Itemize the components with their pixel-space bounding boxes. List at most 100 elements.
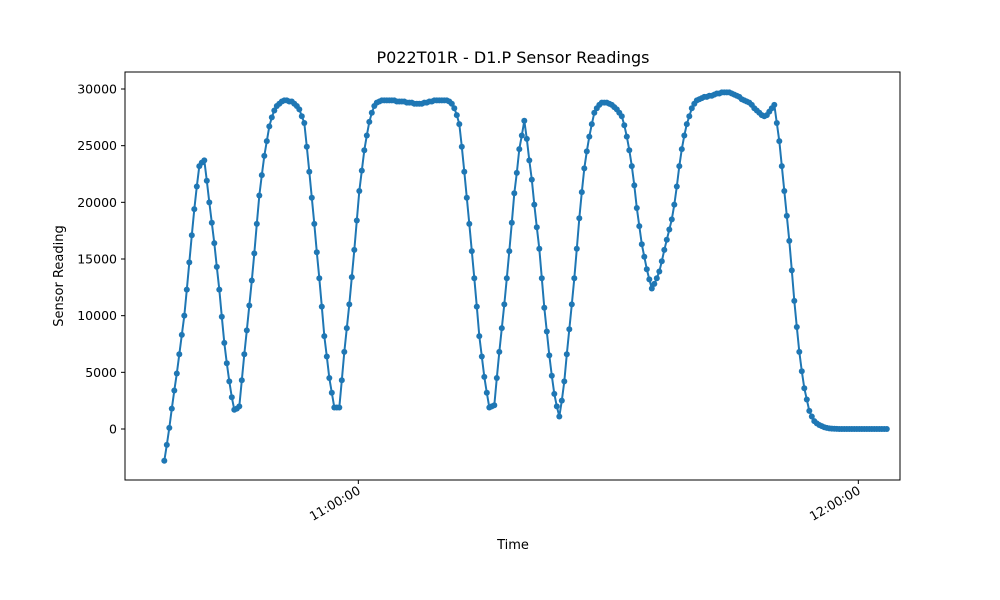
data-point xyxy=(296,106,303,113)
data-point xyxy=(623,133,630,140)
data-point xyxy=(493,375,500,381)
data-point xyxy=(313,249,320,256)
data-point xyxy=(586,133,593,140)
data-point xyxy=(358,167,365,174)
data-point xyxy=(651,280,658,287)
data-point xyxy=(553,403,560,410)
data-point xyxy=(356,188,363,194)
data-point xyxy=(261,152,268,159)
data-point xyxy=(298,113,305,120)
data-point xyxy=(538,275,545,282)
data-point xyxy=(463,194,470,201)
data-point xyxy=(618,113,625,120)
data-point xyxy=(576,215,583,222)
data-point xyxy=(798,368,805,375)
data-point xyxy=(558,397,565,404)
data-point xyxy=(203,177,210,184)
data-point xyxy=(501,301,508,308)
data-point xyxy=(251,250,258,257)
data-point xyxy=(343,325,350,332)
data-point xyxy=(258,172,265,179)
data-point xyxy=(266,123,273,130)
data-point xyxy=(531,201,538,208)
data-point xyxy=(308,194,315,201)
data-point xyxy=(326,375,333,381)
data-point xyxy=(536,245,543,252)
data-point xyxy=(466,220,473,227)
data-point xyxy=(226,378,233,385)
data-point xyxy=(453,112,460,119)
data-point xyxy=(671,201,678,208)
data-point xyxy=(211,240,218,247)
y-tick-label: 20000 xyxy=(77,195,117,210)
data-point xyxy=(236,403,243,410)
data-point xyxy=(503,275,510,282)
data-point xyxy=(451,105,458,112)
data-point xyxy=(791,297,798,304)
data-point xyxy=(448,100,455,107)
data-point xyxy=(311,220,318,227)
data-point xyxy=(213,263,220,270)
y-axis-label: Sensor Reading xyxy=(52,225,67,326)
data-point xyxy=(481,373,488,380)
data-point xyxy=(633,205,640,211)
data-point xyxy=(561,378,568,385)
y-tick-label: 30000 xyxy=(77,82,117,97)
data-point xyxy=(268,114,275,121)
data-point xyxy=(471,275,478,282)
data-point xyxy=(353,217,360,224)
data-point xyxy=(171,387,178,394)
data-point xyxy=(191,206,198,213)
data-point xyxy=(361,147,368,154)
data-point xyxy=(543,328,550,335)
data-point xyxy=(516,146,523,153)
data-point xyxy=(591,109,598,116)
data-point xyxy=(631,182,638,189)
data-point xyxy=(641,253,648,260)
data-point xyxy=(341,348,348,355)
data-point xyxy=(773,120,780,126)
data-point xyxy=(216,286,223,293)
data-point xyxy=(776,138,783,145)
data-point xyxy=(221,339,228,346)
data-point xyxy=(473,303,480,310)
data-point xyxy=(458,143,465,150)
data-point xyxy=(183,286,190,293)
data-point xyxy=(223,360,230,367)
y-tick-label: 0 xyxy=(109,422,117,437)
data-point xyxy=(468,248,475,255)
data-point xyxy=(786,237,793,244)
data-point xyxy=(583,148,590,155)
data-point xyxy=(653,275,660,282)
data-point xyxy=(771,101,778,108)
data-point xyxy=(351,246,358,253)
data-point xyxy=(796,348,803,355)
data-point xyxy=(248,277,255,284)
data-point xyxy=(533,224,540,231)
plot-frame xyxy=(124,71,901,481)
data-point xyxy=(883,426,890,432)
data-point xyxy=(201,157,208,164)
data-point xyxy=(573,245,580,252)
data-point xyxy=(548,372,555,379)
data-point xyxy=(626,147,633,154)
data-point xyxy=(301,120,308,126)
data-point xyxy=(461,168,468,175)
plot-area xyxy=(124,71,901,481)
data-point xyxy=(511,190,518,197)
data-point xyxy=(581,165,588,172)
data-point xyxy=(636,223,643,230)
data-point xyxy=(348,274,355,281)
data-point xyxy=(303,143,310,150)
data-point xyxy=(321,333,328,340)
data-point xyxy=(521,117,528,124)
data-point xyxy=(478,353,485,360)
marker-layer xyxy=(161,89,890,464)
data-point xyxy=(246,302,253,309)
data-point xyxy=(218,313,225,320)
data-point xyxy=(686,113,693,120)
data-point xyxy=(476,333,483,340)
data-point xyxy=(513,169,520,176)
data-point xyxy=(328,389,335,396)
data-point xyxy=(678,146,685,153)
